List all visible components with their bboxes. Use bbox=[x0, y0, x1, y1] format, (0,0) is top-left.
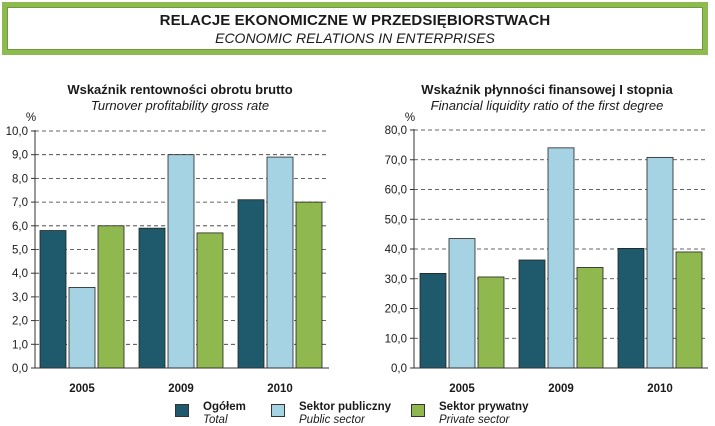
legend-swatch-publiczny bbox=[271, 404, 285, 417]
chart-1-subtitle: Turnover profitability gross rate bbox=[90, 98, 270, 113]
chart-2-ytick-label: 50,0 bbox=[385, 214, 407, 226]
chart-1-bar-2010-2 bbox=[266, 156, 294, 369]
chart-2-ytick-label: 60,0 bbox=[385, 185, 407, 197]
chart-2-title: Wskaźnik płynności finansowej I stopnia bbox=[421, 82, 673, 97]
chart-1-bar-2005-1 bbox=[39, 230, 67, 369]
chart-1-bar-2010-3 bbox=[295, 201, 323, 369]
chart-2-bar-2010-3 bbox=[675, 251, 703, 369]
chart-1-xtick-label: 2010 bbox=[267, 383, 293, 395]
chart-2-bar-2010-2 bbox=[646, 156, 674, 369]
legend-swatch-ogolem bbox=[175, 404, 189, 417]
chart-1-ytick-label: 10,0 bbox=[6, 126, 28, 138]
chart-2-bar-2005-3 bbox=[477, 276, 505, 369]
chart-1-ytick-label: 1,0 bbox=[12, 339, 28, 351]
chart-1-bar-2010-1 bbox=[237, 199, 265, 369]
chart-1-bar-2009-2 bbox=[167, 154, 195, 369]
chart-1-bar-2009-1 bbox=[138, 227, 166, 369]
chart-2-xtick-label: 2009 bbox=[548, 383, 574, 395]
legend-sublabel-ogolem: Total bbox=[203, 414, 228, 426]
chart-1-title-block: Wskaźnik rentowności obrotu brutto Turno… bbox=[30, 82, 330, 113]
chart-1-ytick-label: 3,0 bbox=[12, 292, 28, 304]
chart-1-ylabel: % bbox=[26, 112, 36, 124]
chart-2-xtick-label: 2010 bbox=[647, 383, 673, 395]
legend-label-publiczny: Sektor publiczny bbox=[299, 401, 392, 413]
chart-1-ytick-label: 8,0 bbox=[12, 173, 28, 185]
chart-1-ytick-label: 5,0 bbox=[12, 245, 28, 257]
chart-2-bar-2005-2 bbox=[448, 238, 476, 369]
page-title: RELACJE EKONOMICZNE W PRZEDSIĘBIORSTWACH bbox=[159, 12, 551, 29]
header-box: RELACJE EKONOMICZNE W PRZEDSIĘBIORSTWACH… bbox=[7, 7, 703, 50]
chart-1-bar-2005-2 bbox=[68, 287, 96, 369]
chart-2-bar-2009-1 bbox=[518, 259, 546, 369]
page-subtitle: ECONOMIC RELATIONS IN ENTERPRISES bbox=[215, 30, 495, 46]
chart-2-ytick-label: 0,0 bbox=[391, 363, 407, 375]
header-banner: RELACJE EKONOMICZNE W PRZEDSIĘBIORSTWACH… bbox=[2, 2, 708, 55]
chart-1-bar-2005-3 bbox=[97, 225, 125, 369]
chart-2-ytick-label: 30,0 bbox=[385, 274, 407, 286]
chart-1-ytick-label: 2,0 bbox=[12, 316, 28, 328]
chart-2-xtick-label: 2005 bbox=[449, 383, 475, 395]
chart-1-ytick-label: 9,0 bbox=[12, 150, 28, 162]
chart-2-ytick-label: 10,0 bbox=[385, 333, 407, 345]
chart-1-ytick-label: 0,0 bbox=[12, 363, 28, 375]
chart-2-ytick-label: 80,0 bbox=[385, 125, 407, 137]
legend-label-ogolem: Ogółem bbox=[203, 401, 246, 413]
chart-1-xtick-label: 2005 bbox=[69, 383, 95, 395]
chart-2-ylabel: % bbox=[405, 112, 415, 124]
legend-sublabel-publiczny: Public sector bbox=[299, 414, 365, 426]
chart-1-title: Wskaźnik rentowności obrotu brutto bbox=[67, 82, 293, 97]
chart-2-ytick-label: 70,0 bbox=[385, 155, 407, 167]
chart-2-bar-2005-1 bbox=[419, 272, 447, 369]
legend-sublabel-prywatny: Private sector bbox=[439, 414, 510, 426]
chart-2-bar-2009-2 bbox=[547, 147, 575, 369]
chart-1-ytick-label: 7,0 bbox=[12, 197, 28, 209]
chart-2-title-block: Wskaźnik płynności finansowej I stopnia … bbox=[397, 82, 697, 113]
legend-swatch-prywatny bbox=[411, 404, 425, 417]
chart-1-ytick-label: 4,0 bbox=[12, 268, 28, 280]
chart-2-bar-2009-3 bbox=[576, 267, 604, 369]
chart-2-bar-2010-1 bbox=[617, 248, 645, 369]
legend-label-prywatny: Sektor prywatny bbox=[439, 401, 529, 413]
chart-2-ytick-label: 40,0 bbox=[385, 244, 407, 256]
chart-2-subtitle: Financial liquidity ratio of the first d… bbox=[430, 98, 664, 113]
chart-1-ytick-label: 6,0 bbox=[12, 221, 28, 233]
chart-1-bar-2009-3 bbox=[196, 232, 224, 369]
chart-2-ytick-label: 20,0 bbox=[385, 304, 407, 316]
chart-1-xtick-label: 2009 bbox=[168, 383, 194, 395]
